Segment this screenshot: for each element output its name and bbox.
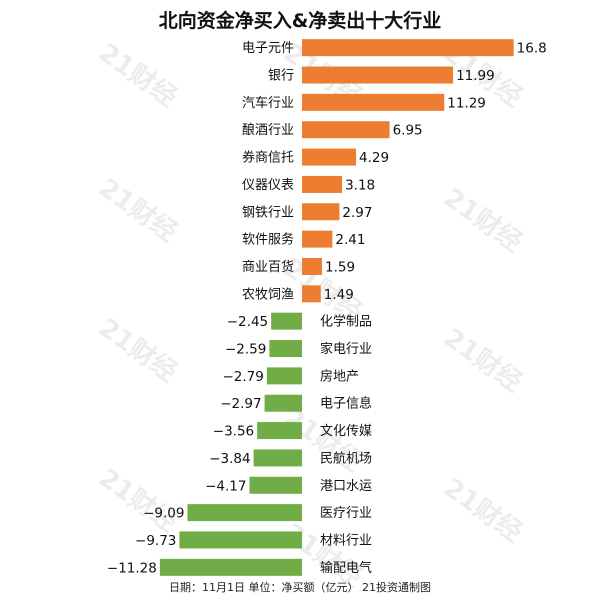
value-label: 4.29 — [359, 150, 389, 166]
bar-材料行业 — [179, 531, 302, 549]
value-label: −3.84 — [209, 451, 250, 467]
chart-footer: 日期：11月1日 单位：净买额（亿元） 21投资通制图 — [169, 581, 431, 594]
value-label: 11.99 — [456, 68, 495, 84]
bar-化学制品 — [271, 312, 302, 330]
bar-家电行业 — [269, 340, 302, 358]
bar-软件服务 — [302, 230, 333, 248]
category-label: 输配电气 — [320, 560, 372, 576]
value-label: 11.29 — [447, 95, 486, 111]
category-label: 医疗行业 — [320, 506, 372, 521]
bar-民航机场 — [253, 449, 302, 467]
value-label: −9.09 — [143, 506, 184, 522]
category-label: 银行 — [268, 69, 294, 84]
bar-仪器仪表 — [302, 175, 343, 193]
bar-酿酒行业 — [302, 121, 390, 139]
value-label: 2.97 — [342, 205, 372, 221]
bar-医疗行业 — [187, 504, 302, 522]
category-label: 农牧饲渔 — [242, 287, 294, 302]
category-label: 家电行业 — [320, 341, 372, 357]
bar-银行 — [302, 66, 454, 84]
category-label: 民航机场 — [320, 450, 372, 466]
value-label: −3.56 — [213, 424, 254, 440]
value-label: 6.95 — [393, 123, 423, 139]
category-label: 化学制品 — [320, 314, 372, 330]
category-label: 酿酒行业 — [242, 122, 294, 138]
value-label: −2.97 — [220, 396, 261, 412]
category-label: 文化传媒 — [320, 424, 372, 439]
bar-汽车行业 — [302, 93, 445, 111]
category-label: 电子信息 — [320, 396, 372, 412]
bar-钢铁行业 — [302, 203, 340, 221]
bar-港口水运 — [249, 476, 302, 494]
category-label: 商业百货 — [242, 259, 294, 275]
value-label: −2.59 — [225, 342, 266, 358]
category-label: 房地产 — [320, 368, 359, 384]
value-label: −2.45 — [227, 314, 268, 330]
category-label: 材料行业 — [320, 533, 372, 548]
bar-电子信息 — [264, 394, 302, 412]
category-label: 电子元件 — [242, 41, 294, 56]
bar-电子元件 — [302, 39, 514, 57]
value-label: 3.18 — [345, 177, 375, 193]
category-label: 仪器仪表 — [242, 178, 294, 193]
bar-文化传媒 — [257, 422, 302, 440]
bar-农牧饲渔 — [302, 285, 321, 303]
bar-券商信托 — [302, 148, 357, 166]
bar-商业百货 — [302, 257, 323, 275]
value-label: −2.79 — [222, 369, 263, 385]
value-label: −9.73 — [135, 533, 176, 549]
category-label: 港口水运 — [320, 479, 372, 494]
bar-房地产 — [266, 367, 302, 385]
value-label: 16.8 — [517, 41, 547, 57]
value-label: 1.59 — [325, 259, 355, 275]
value-label: 1.49 — [324, 287, 354, 303]
category-label: 钢铁行业 — [242, 205, 294, 220]
chart-title: 北向资金净买入&净卖出十大行业 — [158, 10, 442, 32]
category-label: 软件服务 — [242, 232, 294, 248]
bar-输配电气 — [159, 558, 302, 576]
value-label: −11.28 — [107, 560, 157, 576]
value-label: −4.17 — [205, 478, 246, 494]
value-label: 2.41 — [335, 232, 365, 248]
category-label: 券商信托 — [242, 150, 294, 166]
category-label: 汽车行业 — [242, 95, 294, 111]
